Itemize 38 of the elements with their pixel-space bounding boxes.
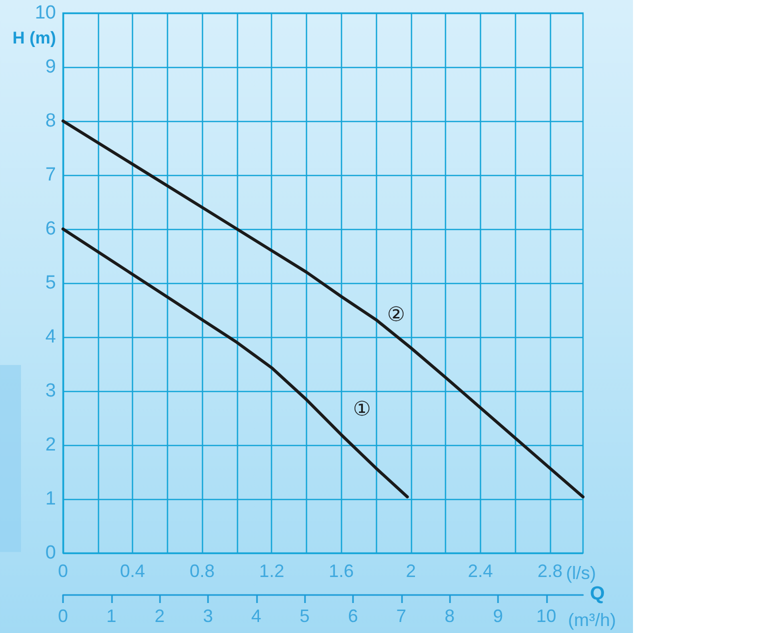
y-tick-label: 10 <box>34 2 56 24</box>
y-tick-label: 9 <box>45 56 56 78</box>
y-tick-label: 0 <box>45 542 56 564</box>
y-tick-label: 1 <box>45 488 56 510</box>
y-tick-label: 3 <box>45 380 56 402</box>
y-tick-label: 7 <box>45 164 56 186</box>
x2-axis-title: (m³/h) <box>568 610 616 630</box>
x-axis-title: (l/s) <box>566 563 596 583</box>
text: Q <box>590 584 605 604</box>
series-label: ① <box>352 396 371 421</box>
y-tick-label: 8 <box>45 110 56 132</box>
x-tick-label: 1.6 <box>328 561 354 581</box>
x-tick-label: 1.2 <box>259 561 284 581</box>
x-tick-label: 0.8 <box>190 561 215 581</box>
y-tick-label: 4 <box>45 326 56 348</box>
x2-tick-label: 10 <box>536 606 556 626</box>
x2-tick-label: 9 <box>492 606 503 626</box>
x2-tick-label: 8 <box>444 606 455 626</box>
y-tick-label: 2 <box>45 434 56 456</box>
line-series <box>62 228 409 498</box>
x2-tick-label: 5 <box>300 606 310 626</box>
y-tick-label: 6 <box>45 218 56 240</box>
x2-tick-label: 0 <box>58 606 68 626</box>
x2-tick-label: 4 <box>251 606 262 626</box>
y-tick-label: 5 <box>45 272 56 294</box>
y-axis-title: H (m) <box>12 28 56 48</box>
x2-tick-label: 6 <box>348 606 358 626</box>
x-tick-label: 2 <box>406 561 416 581</box>
line-series <box>62 120 584 498</box>
x-tick-label: 2.4 <box>468 561 493 581</box>
x2-tick-label: 1 <box>106 606 116 626</box>
x-tick-label: 0.4 <box>120 561 146 581</box>
x2-tick-label: 7 <box>396 606 406 626</box>
x-tick-label: 0 <box>58 561 68 581</box>
series-label: ② <box>387 302 406 326</box>
x2-tick-label: 3 <box>202 606 213 626</box>
x2-tick-label: 2 <box>154 606 165 626</box>
x-tick-label: 2.8 <box>537 561 562 581</box>
